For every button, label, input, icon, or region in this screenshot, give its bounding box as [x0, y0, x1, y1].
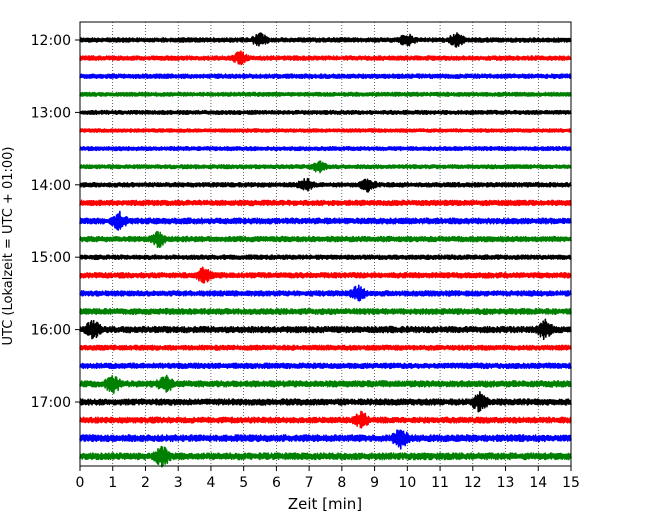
- seismic-trace: [79, 210, 572, 231]
- seismic-trace: [79, 266, 572, 284]
- x-tick-label: 1: [108, 475, 117, 491]
- x-tick-label: 6: [272, 475, 281, 491]
- y-tick-label: 13:00: [31, 105, 71, 121]
- seismic-trace: [79, 128, 572, 133]
- y-axis: 12:00 13:00 14:00 15:00 16:00 17:00: [31, 33, 80, 411]
- x-tick-label: 11: [431, 475, 449, 491]
- x-axis-label: Zeit [min]: [288, 495, 362, 513]
- y-tick-label: 15:00: [31, 250, 71, 266]
- seismic-trace: [79, 50, 572, 66]
- x-tick-label: 8: [337, 475, 346, 491]
- x-tick-label: 0: [76, 475, 85, 491]
- seismic-trace: [79, 109, 572, 116]
- seismic-trace: [79, 445, 572, 468]
- x-axis: 0 1 2 3 4 5 6 7 8 9 10 11 12 13 14 15: [76, 466, 580, 491]
- x-tick-label: 4: [206, 475, 215, 491]
- y-tick-label: 12:00: [31, 33, 71, 49]
- x-tick-label: 15: [562, 475, 580, 491]
- seismic-trace: [79, 410, 572, 429]
- y-tick-label: 17:00: [31, 395, 71, 411]
- x-tick-label: 7: [305, 475, 314, 491]
- seismic-trace: [79, 230, 572, 249]
- x-tick-label: 12: [464, 475, 482, 491]
- seismic-trace: [79, 284, 572, 302]
- x-tick-label: 2: [141, 475, 150, 491]
- seismic-trace: [79, 318, 572, 341]
- x-tick-label: 3: [174, 475, 183, 491]
- seismic-trace: [79, 429, 572, 450]
- seismic-trace: [79, 32, 572, 48]
- seismic-trace: [79, 307, 572, 316]
- seismic-trace: [79, 374, 572, 395]
- grid-lines: [112, 22, 539, 466]
- x-tick-label: 14: [529, 475, 547, 491]
- trace-group: [79, 32, 572, 468]
- x-tick-label: 9: [370, 475, 379, 491]
- y-tick-label: 16:00: [31, 323, 71, 339]
- seismic-trace: [79, 160, 572, 174]
- seismic-trace: [79, 391, 572, 413]
- plot-frame: [79, 21, 572, 467]
- x-tick-label: 13: [497, 475, 515, 491]
- x-tick-label: 10: [398, 475, 416, 491]
- y-axis-label: UTC (Lokalzeit = UTC + 01:00): [1, 147, 16, 346]
- y-tick-label: 14:00: [31, 178, 71, 194]
- x-tick-label: 5: [239, 475, 248, 491]
